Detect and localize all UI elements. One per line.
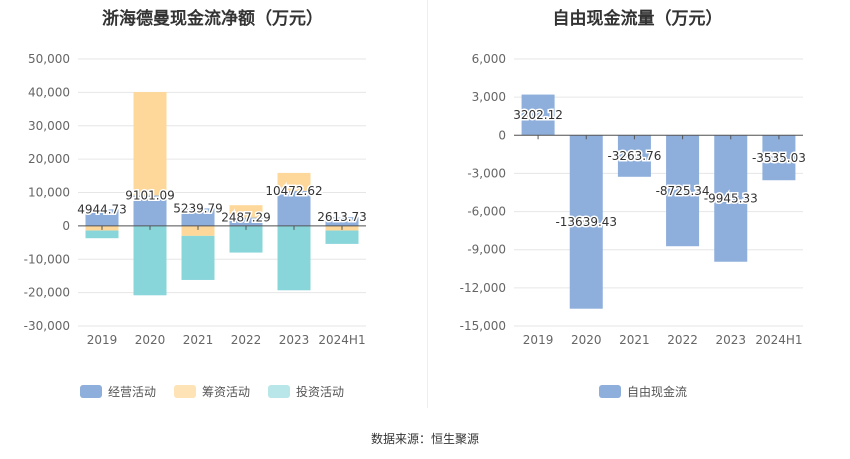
y-tick-label: -30,000 (24, 319, 70, 333)
legend-label-investing: 投资活动 (296, 385, 345, 399)
bar (181, 208, 215, 226)
bar (181, 225, 215, 236)
bar (85, 230, 119, 239)
bar (617, 135, 651, 177)
data-label: 9101.09 (125, 189, 175, 203)
data-label: 2487.29 (221, 211, 271, 225)
chart-divider (427, 0, 428, 408)
x-tick-label: 2024H1 (755, 333, 802, 347)
y-tick-label: 40,000 (28, 85, 70, 99)
legend-item-operating[interactable]: 经营活动 (80, 383, 156, 400)
y-tick-label: -3,000 (467, 166, 506, 180)
y-tick-label: -12,000 (460, 281, 506, 295)
bar (762, 135, 796, 181)
legend-item-investing[interactable]: 投资活动 (268, 383, 344, 400)
bar (229, 225, 263, 253)
y-tick-label: 30,000 (28, 119, 70, 133)
y-tick-label: -9,000 (467, 243, 506, 257)
x-tick-label: 2024H1 (318, 333, 365, 347)
data-label: -13639.43 (555, 215, 617, 229)
bar (714, 135, 748, 262)
data-label: -8725.34 (656, 184, 710, 198)
x-tick-label: 2023 (715, 333, 746, 347)
y-tick-label: 10,000 (28, 186, 70, 200)
y-tick-label: -20,000 (24, 286, 70, 300)
bar (133, 225, 167, 296)
bar (325, 217, 359, 226)
data-label: -3535.03 (752, 151, 806, 165)
legend-label-financing: 筹资活动 (202, 385, 251, 399)
bar (181, 235, 215, 280)
y-tick-label: 0 (498, 128, 506, 142)
legend-swatch-operating (80, 385, 102, 398)
x-tick-label: 2020 (571, 333, 602, 347)
bar (569, 135, 603, 309)
chart-title-free-cash: 自由现金流量（万元） (552, 9, 723, 29)
data-label: 4944.73 (77, 202, 127, 216)
data-source: 数据来源：恒生聚源 (370, 432, 479, 446)
x-tick-label: 2021 (619, 333, 650, 347)
legend-free-cash: 自由现金流 (599, 383, 687, 400)
y-tick-label: 3,000 (472, 90, 506, 104)
bar (85, 209, 119, 226)
y-tick-label: 6,000 (472, 52, 506, 66)
x-tick-label: 2023 (279, 333, 310, 347)
legend-net-cash: 经营活动 筹资活动 投资活动 (80, 383, 344, 400)
x-tick-label: 2022 (231, 333, 262, 347)
data-label: -9945.33 (704, 192, 758, 206)
bar (229, 217, 263, 226)
legend-label-operating: 经营活动 (108, 385, 157, 399)
y-tick-label: 50,000 (28, 52, 70, 66)
data-label: 2613.73 (317, 210, 367, 224)
y-tick-label: -6,000 (467, 205, 506, 219)
bar (277, 225, 311, 291)
x-tick-label: 2020 (135, 333, 166, 347)
bar (277, 172, 311, 191)
x-tick-label: 2021 (183, 333, 214, 347)
y-tick-label: -15,000 (460, 319, 506, 333)
y-tick-label: 0 (62, 219, 70, 233)
bar (229, 205, 263, 218)
data-label: 5239.79 (173, 201, 223, 215)
bar (325, 230, 359, 244)
legend-swatch-investing (268, 385, 291, 398)
y-tick-label: 20,000 (28, 152, 70, 166)
x-tick-label: 2019 (523, 333, 554, 347)
bar (521, 94, 555, 136)
legend-swatch-free-cash (599, 385, 621, 398)
chart-title-net-cash: 浙海德曼现金流净额（万元） (102, 9, 323, 29)
data-label: 10472.62 (265, 184, 322, 198)
data-label: 3202.12 (513, 108, 563, 122)
x-tick-label: 2022 (667, 333, 698, 347)
legend-item-free-cash[interactable]: 自由现金流 (599, 383, 687, 400)
bar (277, 190, 311, 226)
bar (133, 92, 167, 196)
legend-item-financing[interactable]: 筹资活动 (174, 383, 250, 400)
legend-label-free-cash: 自由现金流 (627, 385, 688, 399)
x-tick-label: 2019 (87, 333, 118, 347)
legend-swatch-financing (174, 385, 197, 398)
bar (133, 195, 167, 226)
bar (666, 135, 700, 247)
data-label: -3263.76 (607, 149, 661, 163)
y-tick-label: -10,000 (24, 252, 70, 266)
